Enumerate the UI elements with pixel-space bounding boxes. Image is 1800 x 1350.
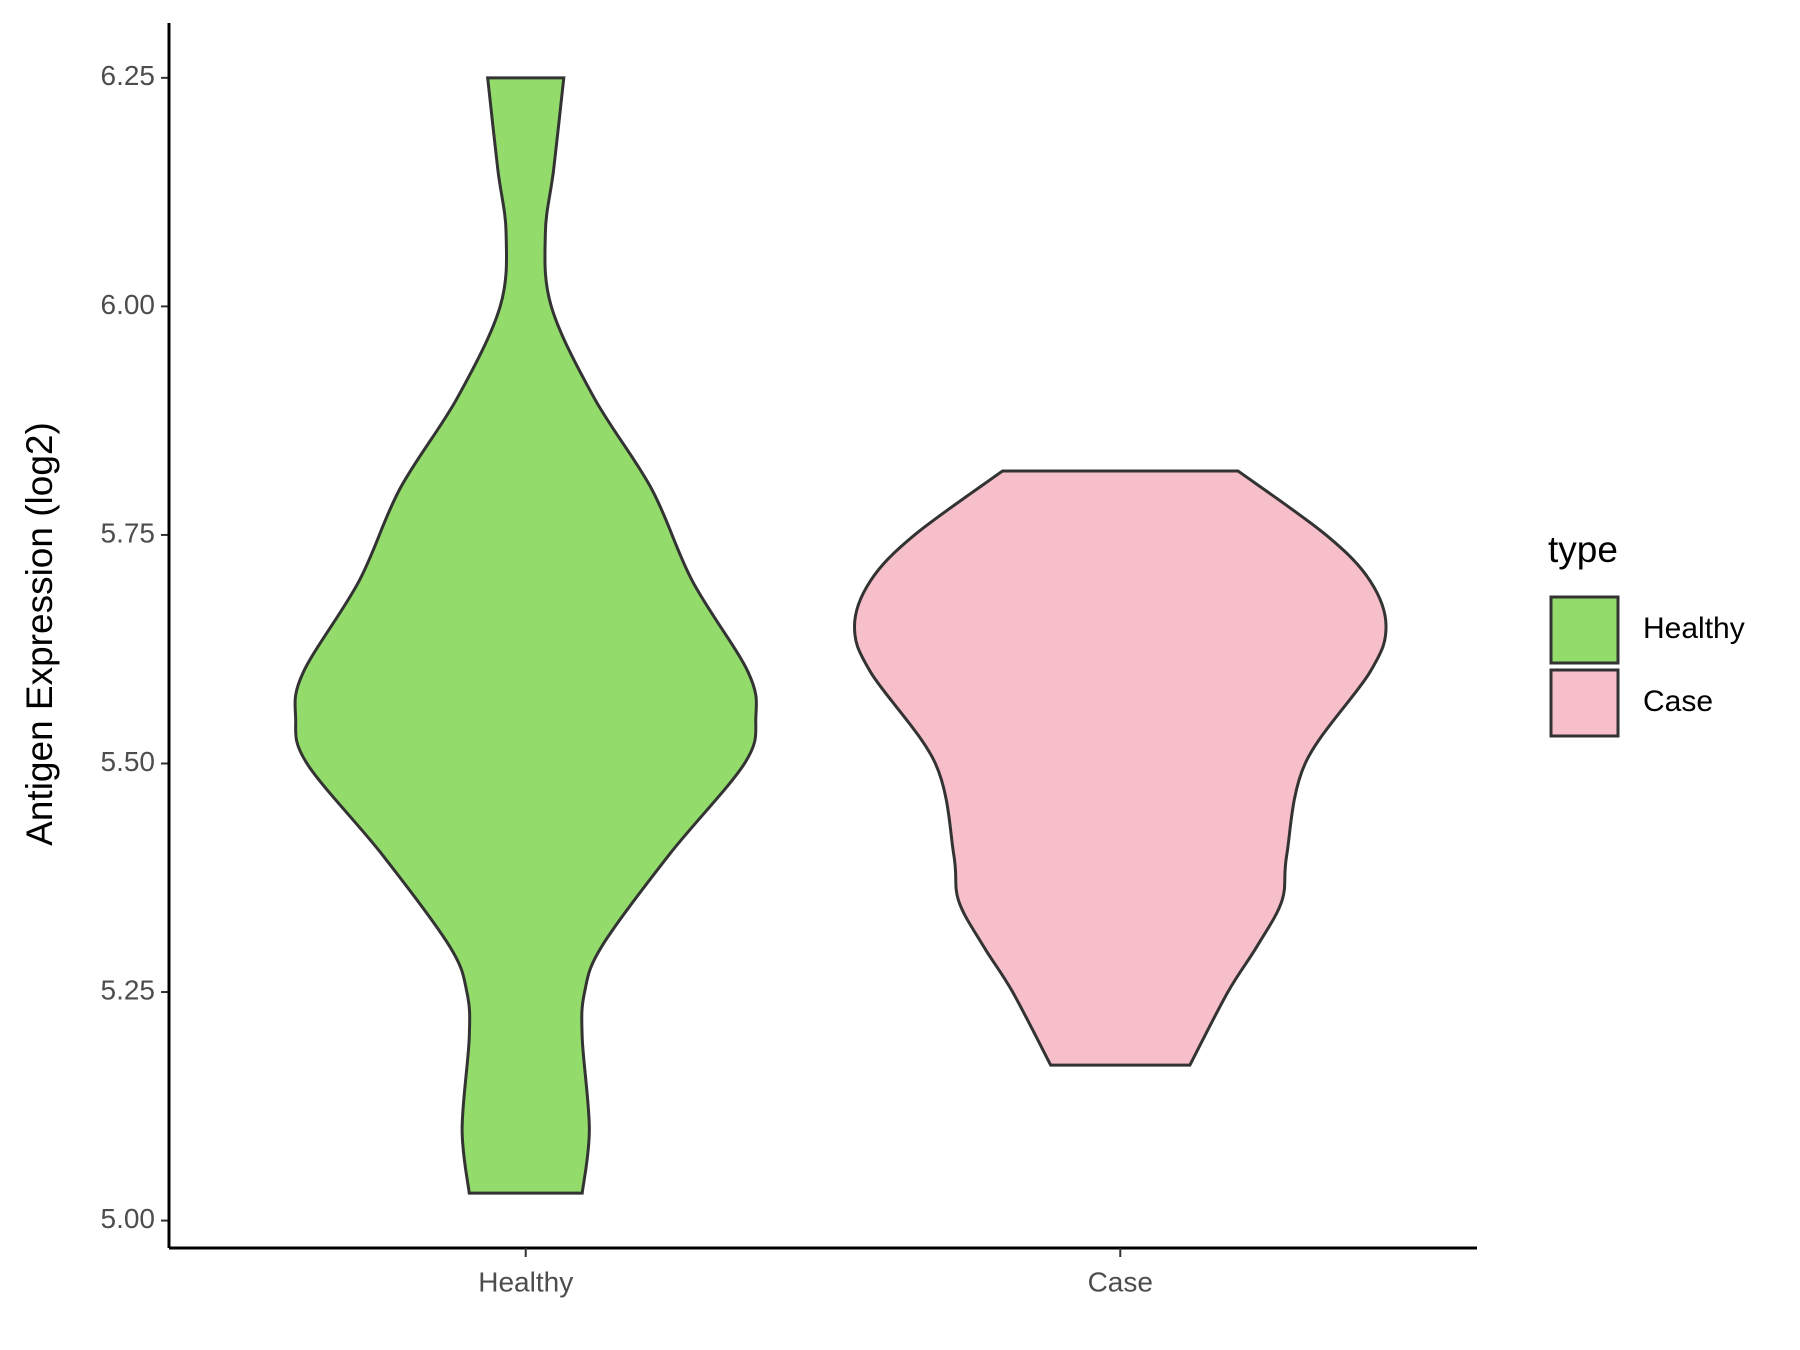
y-tick-label: 5.50 (101, 746, 156, 777)
y-tick-label: 5.00 (101, 1203, 156, 1234)
x-tick-label: Healthy (478, 1266, 573, 1297)
legend-key (1549, 595, 1620, 665)
legend-label: Healthy (1643, 612, 1745, 645)
y-tick-label: 5.25 (101, 974, 156, 1005)
y-tick-label: 5.75 (101, 517, 156, 548)
violin (293, 76, 758, 1195)
legend-title: type (1548, 529, 1618, 570)
violin (853, 469, 1388, 1067)
y-tick-label: 6.25 (101, 60, 156, 91)
x-tick-label: Case (1088, 1266, 1153, 1297)
legend-key (1549, 668, 1620, 738)
y-axis-title: Antigen Expression (log2) (19, 422, 60, 846)
y-tick-label: 6.00 (101, 289, 156, 320)
legend-label: Case (1643, 685, 1713, 718)
